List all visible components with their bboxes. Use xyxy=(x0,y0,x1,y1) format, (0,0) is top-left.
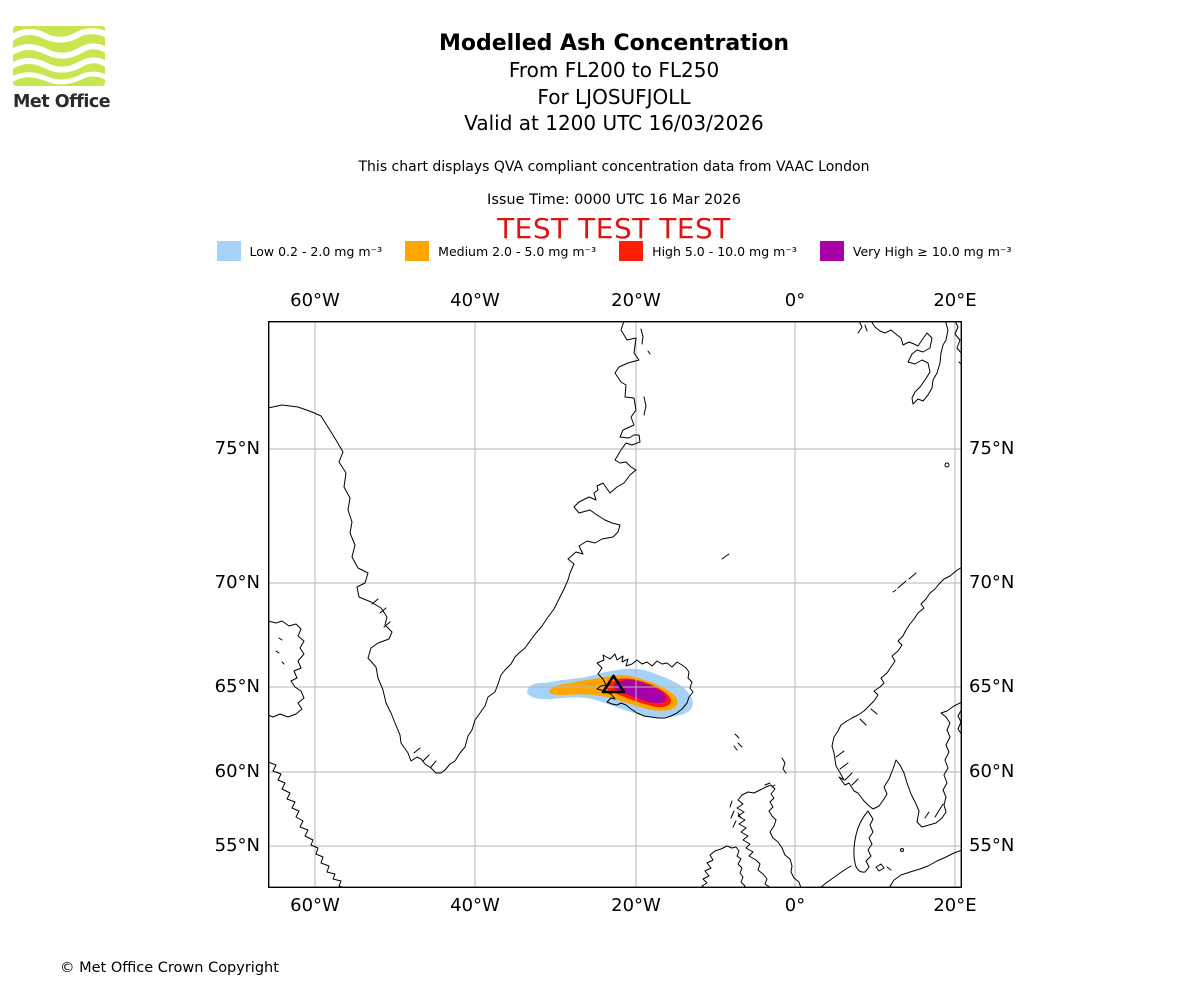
axis-label-left-55n: 55°N xyxy=(214,835,260,856)
axis-label-top-20e: 20°E xyxy=(933,290,977,311)
coastline-danish-islands xyxy=(875,863,892,872)
logo-wave-3 xyxy=(13,57,105,73)
axis-label-left-70n: 70°N xyxy=(214,572,260,593)
coastline-south-baltic xyxy=(888,849,962,888)
axis-label-right-60n: 60°N xyxy=(969,761,1015,782)
coastline-orkney xyxy=(764,782,776,788)
map-canvas xyxy=(268,321,962,888)
coastline-ireland-east xyxy=(714,845,746,888)
axis-label-right-65n: 65°N xyxy=(969,676,1015,697)
axis-label-bottom-20w: 20°W xyxy=(611,895,661,916)
coastline-faroes xyxy=(733,733,743,751)
coastlines xyxy=(268,321,962,888)
legend-label-high: High 5.0 - 10.0 mg m⁻³ xyxy=(652,243,797,259)
ash-plume-very-high xyxy=(613,680,667,704)
logo-wave-4 xyxy=(13,71,105,85)
coastline-great-britain-east xyxy=(741,784,802,888)
coastline-ireland-west xyxy=(701,850,716,888)
title-block: Modelled Ash Concentration From FL200 to… xyxy=(28,30,1200,137)
legend-item-high: High 5.0 - 10.0 mg m⁻³ xyxy=(619,241,797,261)
axis-label-bottom-20e: 20°E xyxy=(933,895,977,916)
legend-swatch-medium xyxy=(405,241,430,261)
subtitle-volcano: For LJOSUFJOLL xyxy=(537,84,691,109)
coastline-scandinavia xyxy=(831,566,962,828)
coastline-svalbard xyxy=(870,321,949,405)
logo-waves xyxy=(13,28,105,85)
volcano-triangle-marker xyxy=(601,674,626,694)
coastline-svalbard-west-islets xyxy=(857,321,868,334)
legend-item-low: Low 0.2 - 2.0 mg m⁻³ xyxy=(216,241,383,261)
test-banner: TEST TEST TEST xyxy=(497,212,731,245)
coastline-jan-mayen xyxy=(721,553,730,560)
axis-label-left-75n: 75°N xyxy=(214,438,260,459)
legend-swatch-medium-icon xyxy=(405,241,430,261)
legend-swatch-low-icon xyxy=(216,241,241,261)
axis-label-bottom-60w: 60°W xyxy=(290,895,340,916)
legend-item-very-high: Very High ≥ 10.0 mg m⁻³ xyxy=(819,241,1012,261)
grid-lines xyxy=(268,321,962,888)
legend: Low 0.2 - 2.0 mg m⁻³ Medium 2.0 - 5.0 mg… xyxy=(28,241,1200,261)
met-office-logo: Met Office xyxy=(13,26,123,112)
coastline-baffin-island xyxy=(268,620,305,718)
coastline-norway-fjord-detail xyxy=(835,708,878,786)
coastline-great-britain-west xyxy=(736,794,772,888)
coastline-lofoten xyxy=(892,572,917,593)
axis-label-top-0: 0° xyxy=(784,290,806,311)
qva-description: This chart displays QVA compliant concen… xyxy=(358,159,870,175)
axis-label-top-20w: 20°W xyxy=(611,290,661,311)
coastline-labrador xyxy=(268,761,345,888)
coastline-baffin-islets xyxy=(275,637,285,665)
coastline-netherlands-german-bight xyxy=(819,865,852,888)
logo-wave-1 xyxy=(13,28,105,43)
legend-swatch-high-icon xyxy=(619,241,644,261)
issue-time: Issue Time: 0000 UTC 16 Mar 2026 xyxy=(487,192,741,208)
page-title: Modelled Ash Concentration xyxy=(438,31,790,56)
coastline-denmark xyxy=(853,810,874,873)
axis-label-right-75n: 75°N xyxy=(969,438,1015,459)
legend-swatch-very-high-icon xyxy=(819,241,844,261)
coastline-shetland xyxy=(781,757,787,774)
axis-label-left-65n: 65°N xyxy=(214,676,260,697)
coastline-greenland-fjord-detail xyxy=(371,598,437,768)
legend-swatch-very-high xyxy=(819,241,844,261)
met-office-logo-icon xyxy=(13,26,105,86)
legend-label-medium: Medium 2.0 - 5.0 mg m⁻³ xyxy=(438,243,597,259)
subtitle-valid-time: Valid at 1200 UTC 16/03/2026 xyxy=(464,111,764,135)
axis-label-left-60n: 60°N xyxy=(214,761,260,782)
coastline-bear-island xyxy=(944,462,950,468)
map-frame xyxy=(268,321,962,888)
axis-label-bottom-40w: 40°W xyxy=(450,895,500,916)
coastline-iceland xyxy=(596,653,694,719)
coastline-hebrides xyxy=(729,800,742,828)
copyright-notice: © Met Office Crown Copyright xyxy=(60,960,279,976)
coastline-ne-greenland-islands xyxy=(640,328,651,416)
coastline-gotland-oland xyxy=(924,803,944,819)
axis-label-right-70n: 70°N xyxy=(969,572,1015,593)
legend-swatch-high xyxy=(619,241,644,261)
axis-label-top-40w: 40°W xyxy=(450,290,500,311)
axis-label-top-60w: 60°W xyxy=(290,290,340,311)
axis-label-bottom-0: 0° xyxy=(784,895,806,916)
subtitle-flight-levels: From FL200 to FL250 xyxy=(508,58,720,82)
legend-label-very-high: Very High ≥ 10.0 mg m⁻³ xyxy=(852,243,1012,259)
coastline-bornholm xyxy=(900,848,904,852)
legend-item-medium: Medium 2.0 - 5.0 mg m⁻³ xyxy=(405,241,596,261)
axis-label-right-55n: 55°N xyxy=(969,835,1015,856)
legend-label-low: Low 0.2 - 2.0 mg m⁻³ xyxy=(249,243,383,259)
legend-swatch-low xyxy=(216,241,241,261)
logo-wave-2 xyxy=(13,43,105,59)
coastline-greenland xyxy=(268,321,641,774)
logo-wordmark: Met Office xyxy=(13,92,111,112)
